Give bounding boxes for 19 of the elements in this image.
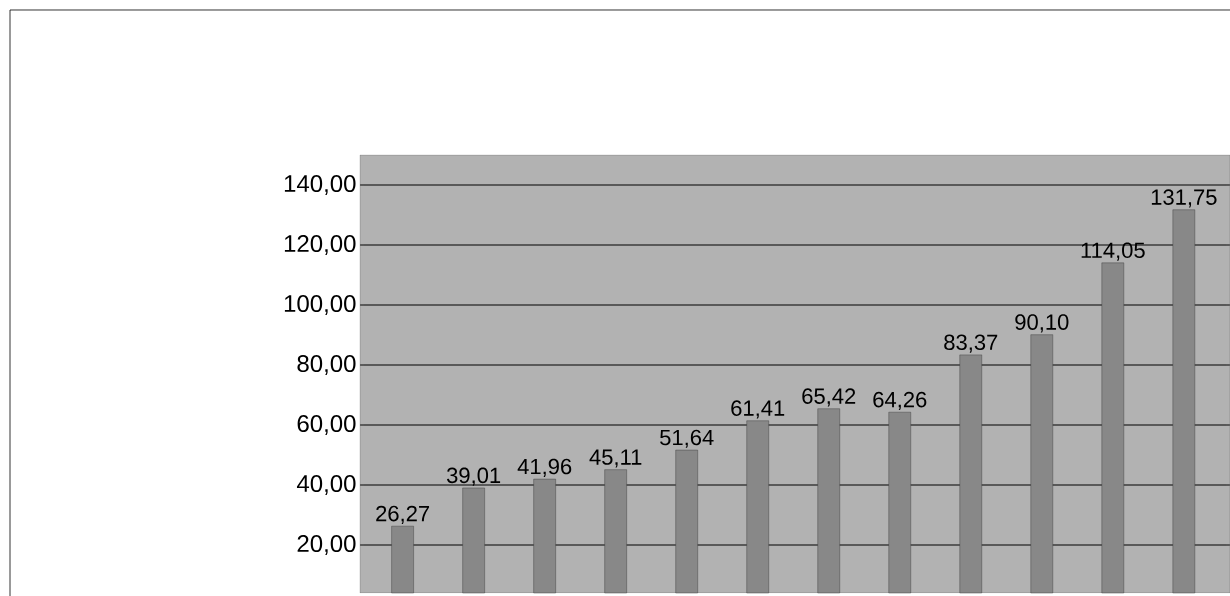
y-tick-label: 20,00 [297, 535, 356, 555]
data-label: 114,05 [1081, 242, 1145, 261]
data-label: 45,11 [589, 449, 642, 468]
data-label: 26,27 [376, 505, 430, 524]
data-label: 65,42 [802, 388, 856, 407]
data-label: 64,26 [873, 391, 927, 410]
data-label: 61,41 [731, 400, 785, 419]
y-tick-label: 100,00 [284, 295, 356, 315]
data-label: 83,37 [944, 334, 998, 353]
data-label: 41,96 [517, 458, 572, 477]
data-label: 39,01 [446, 467, 501, 486]
y-tick-label: 40,00 [296, 475, 356, 495]
y-tick-label: 80,00 [297, 355, 356, 375]
data-label: 51,64 [660, 429, 714, 448]
y-tick-label: 120,00 [284, 235, 356, 255]
data-label: 131,75 [1151, 189, 1217, 208]
y-tick-label: 140,00 [284, 175, 356, 195]
y-tick-label: 60,00 [297, 415, 356, 435]
data-label: 90,10 [1015, 314, 1069, 333]
